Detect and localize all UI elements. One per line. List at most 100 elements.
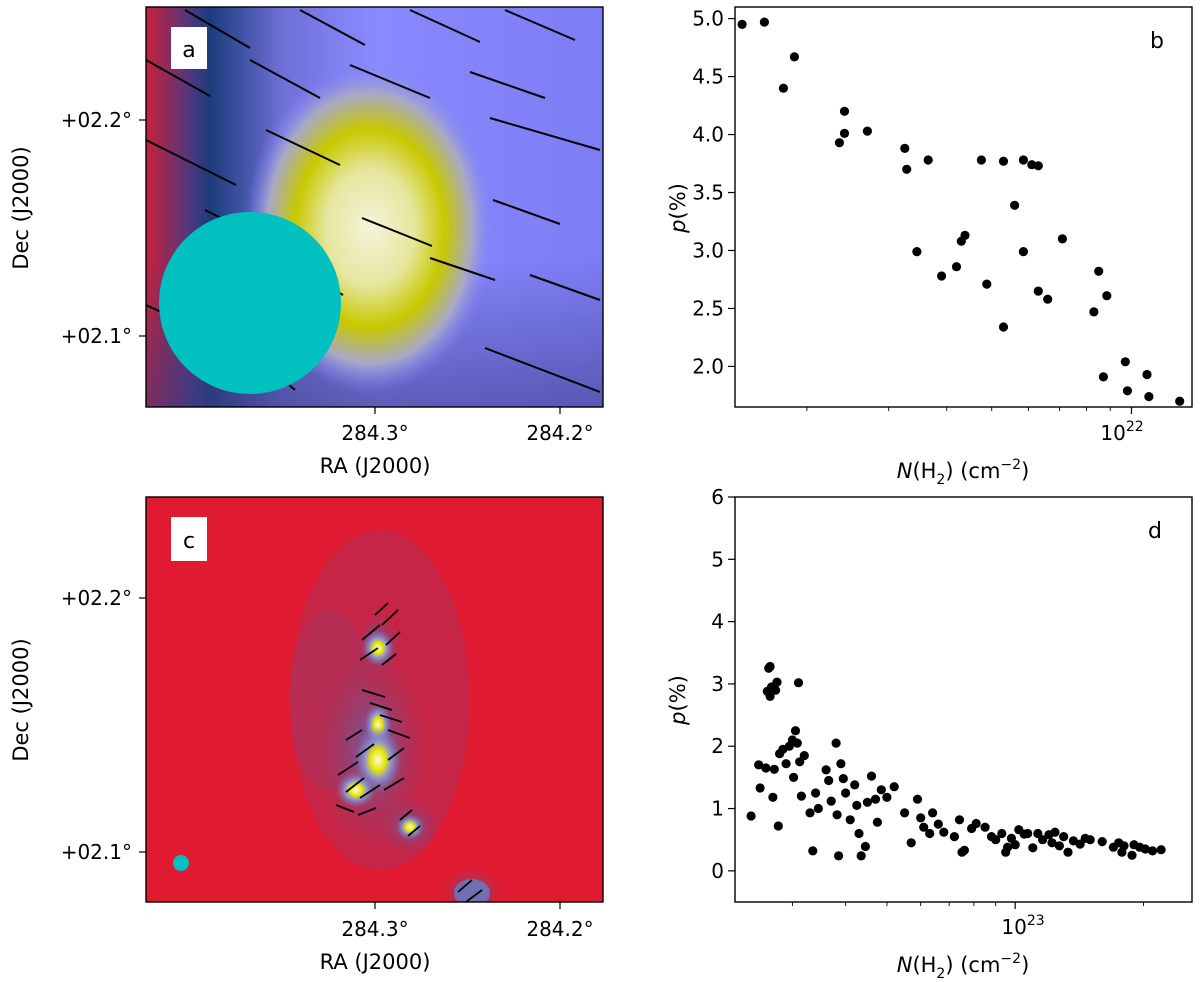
panel-b-point-28 <box>1057 234 1067 244</box>
panel-d-point-50 <box>876 785 886 795</box>
panel-c: c 284.3° 284.2° +02.2° +02.1° RA (J2000)… <box>9 496 604 974</box>
beam-marker-a <box>159 212 341 394</box>
panel-d-point-54 <box>906 838 916 848</box>
panel-b-point-3 <box>778 83 789 93</box>
panel-d-point-17 <box>781 759 791 769</box>
vector-c-11 <box>345 729 363 741</box>
panel-a: a 284.3° 284.2° +02.2° +02.1° RA (J2000)… <box>9 6 604 478</box>
panel-d-point-85 <box>1054 841 1064 851</box>
panel-b-xlabel: N(H2) (cm−2) <box>897 457 1030 488</box>
panel-d-point-49 <box>872 817 883 827</box>
panel-d-point-30 <box>813 803 823 814</box>
panel-d-xlabel: N(H2) (cm−2) <box>897 951 1030 982</box>
panel-c-map <box>146 497 603 902</box>
panel-d-point-71 <box>997 828 1007 839</box>
panel-b-point-2 <box>759 17 770 27</box>
panel-d-point-10 <box>768 792 778 802</box>
panel-d-point-70 <box>991 835 1001 845</box>
panel-d-point-22 <box>792 738 802 748</box>
panel-d-point-47 <box>866 771 877 781</box>
vector-c-7 <box>361 689 386 698</box>
panel-d-point-26 <box>799 751 809 761</box>
vector-a-2 <box>299 9 366 46</box>
panel-d-point-45 <box>860 841 871 852</box>
panel-a-tag: a <box>182 38 195 63</box>
vector-c-21 <box>407 825 421 837</box>
panel-b-ytick-7: 5.0 <box>692 7 724 31</box>
panel-d-point-67 <box>971 818 981 829</box>
panel-d-point-65 <box>959 845 970 855</box>
panel-b-point-34 <box>1122 386 1132 396</box>
vector-c-17 <box>383 777 405 791</box>
panel-c-xlabel: RA (J2000) <box>320 950 431 974</box>
panel-d-point-13 <box>772 677 782 687</box>
panel-b-point-20 <box>998 322 1009 332</box>
vector-a-8 <box>469 71 546 99</box>
panel-d-point-57 <box>919 822 929 832</box>
panel-d-point-33 <box>826 796 836 806</box>
vector-c-10 <box>387 729 411 739</box>
panel-d-point-40 <box>845 815 855 825</box>
panel-b-point-1 <box>737 19 747 29</box>
panel-d-point-58 <box>925 828 935 839</box>
panel-b-point-33 <box>1120 357 1130 367</box>
panel-b-point-22 <box>1018 155 1028 165</box>
panel-d-point-59 <box>928 808 938 818</box>
panel-d-point-3 <box>755 783 765 793</box>
panel-b-xtick: 1022 <box>1100 419 1143 445</box>
panel-d-point-41 <box>850 780 860 790</box>
panel-d-ytick-7: 6 <box>711 485 724 509</box>
panel-d-ytick-6: 5 <box>711 547 724 571</box>
panel-d-point-60 <box>933 819 943 829</box>
panel-d-point-63 <box>954 815 965 825</box>
vector-c-13 <box>387 747 405 761</box>
panel-d-point-55 <box>912 794 923 804</box>
panel-c-ylabel: Dec (J2000) <box>9 638 33 761</box>
panel-d-point-42 <box>852 800 862 811</box>
panel-d-xtick: 1023 <box>1001 913 1044 939</box>
panel-d-point-8 <box>765 691 775 702</box>
vector-c-1 <box>374 602 389 616</box>
vector-a-19 <box>484 347 601 393</box>
polarization-vectors-c <box>335 602 483 902</box>
vector-c-12 <box>355 743 375 758</box>
vector-a-9 <box>146 139 237 186</box>
vector-a-10 <box>265 129 341 166</box>
panel-d-ytick-1: 0 <box>711 859 724 883</box>
vector-c-8 <box>369 702 393 711</box>
panel-d-point-25 <box>796 791 807 801</box>
vector-a-1 <box>184 9 251 49</box>
panel-b-point-17 <box>976 155 987 165</box>
panel-d-ytick-5: 4 <box>711 610 724 634</box>
vector-a-6 <box>249 59 321 99</box>
panel-d-point-39 <box>841 788 851 798</box>
panel-b-point-4 <box>789 52 800 62</box>
panel-d-point-12 <box>771 685 781 695</box>
vector-a-7 <box>349 64 431 99</box>
panel-d-point-96 <box>1119 841 1129 851</box>
panel-b-point-8 <box>862 126 873 136</box>
panel-d-point-101 <box>1147 846 1158 856</box>
panel-b-ytick-4: 3.5 <box>692 181 724 205</box>
panel-d-point-48 <box>870 794 881 804</box>
panel-b-point-11 <box>923 155 933 165</box>
panel-d-ylabel: p(%) <box>666 675 690 726</box>
vector-c-22 <box>457 879 473 893</box>
panel-b-ytick-6: 4.5 <box>692 65 724 89</box>
vector-c-9 <box>379 714 403 723</box>
panel-c-xtick-1: 284.3° <box>341 917 408 941</box>
panel-d-tag: d <box>1148 519 1162 544</box>
panel-b-point-10 <box>902 164 912 174</box>
panel-b-point-16 <box>960 230 970 240</box>
panel-d-point-23 <box>793 678 804 688</box>
panel-c-xtick-2: 284.2° <box>526 917 593 941</box>
panel-d-point-100 <box>1140 844 1150 854</box>
vector-c-23 <box>465 889 483 902</box>
panel-b-point-36 <box>1144 392 1154 402</box>
vector-a-17 <box>529 274 601 301</box>
vector-c-2 <box>381 609 399 626</box>
panel-b-points <box>737 17 1185 406</box>
panel-b-point-14 <box>951 262 962 272</box>
panel-a-ylabel: Dec (J2000) <box>9 146 33 269</box>
panel-d-point-92 <box>1097 837 1107 847</box>
